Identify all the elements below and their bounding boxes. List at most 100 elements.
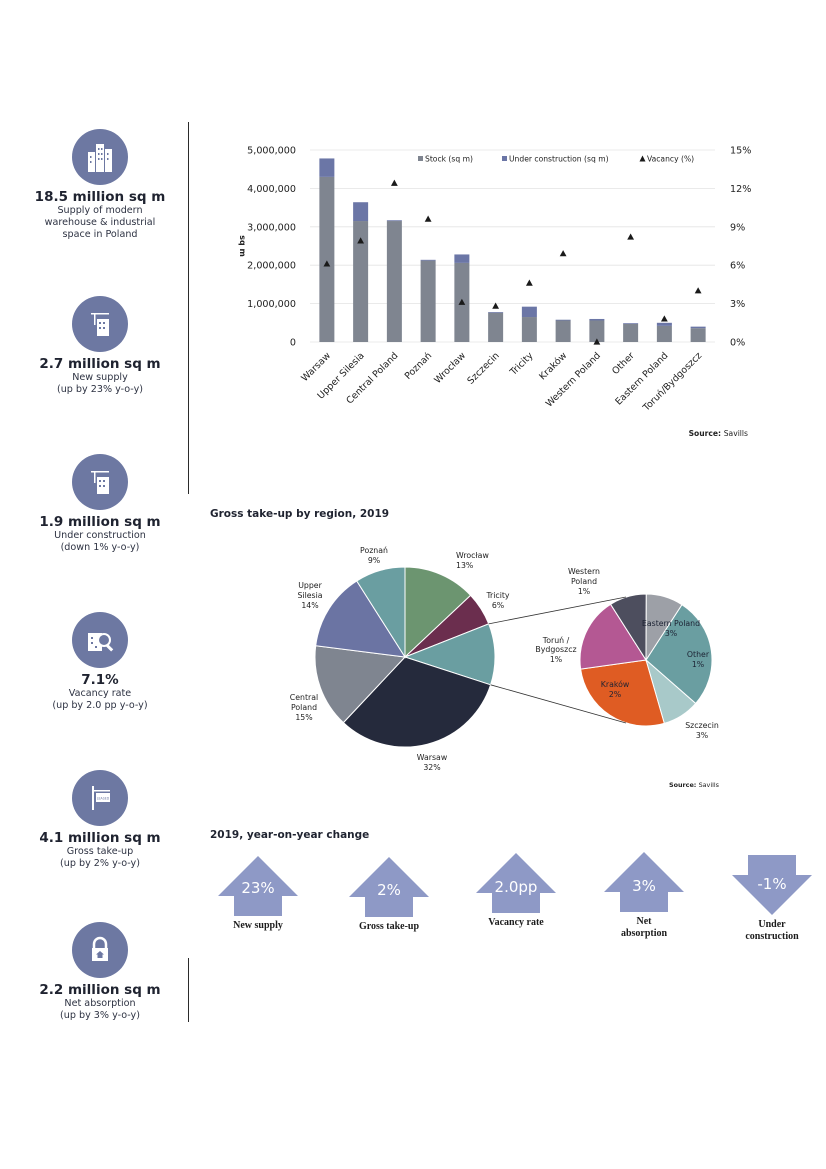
bar-under-construction bbox=[656, 322, 672, 326]
bar-under-construction bbox=[420, 259, 436, 261]
kpi-stock: 18.5 million sq m Supply of modern wareh… bbox=[0, 129, 200, 241]
kpi-under-construction: 1.9 million sq m Under construction (dow… bbox=[0, 454, 200, 554]
pie-label: Western bbox=[568, 567, 600, 576]
x-tick-label: Kraków bbox=[537, 350, 569, 382]
pie-label: 1% bbox=[578, 587, 590, 596]
pie-label: 1% bbox=[692, 660, 704, 669]
divider-line-bottom bbox=[188, 958, 190, 1022]
y-tick-label: 0 bbox=[290, 338, 296, 349]
up-arrow-icon bbox=[604, 852, 684, 912]
pie-label: 1% bbox=[550, 655, 562, 664]
padlock-icon bbox=[72, 922, 128, 978]
kpi-description: New supply (up by 23% y-o-y) bbox=[56, 372, 144, 395]
bar-stock bbox=[319, 176, 335, 342]
source-value: Savills bbox=[724, 429, 748, 436]
yoy-label: Vacancy rate bbox=[488, 917, 544, 928]
vacancy-marker bbox=[559, 250, 567, 257]
yoy-label: Gross take-up bbox=[358, 921, 420, 932]
pie-label: 13% bbox=[456, 561, 473, 570]
vacancy-marker bbox=[424, 215, 432, 222]
yoy-value: 2.0pp bbox=[494, 878, 538, 896]
vacancy-marker bbox=[525, 279, 533, 286]
pie-label: 9% bbox=[368, 556, 380, 565]
crane-building-icon bbox=[72, 296, 128, 352]
pie-source-note: Source: Savills bbox=[669, 781, 720, 789]
pie-label: 32% bbox=[423, 763, 440, 772]
vacancy-marker bbox=[458, 298, 466, 305]
breakout-slice bbox=[579, 603, 647, 670]
bar-stock bbox=[420, 260, 436, 342]
kpi-value: 2.7 million sq m bbox=[39, 356, 161, 372]
breakout-slice bbox=[645, 593, 683, 662]
y-tick-label: 5,000,000 bbox=[247, 146, 296, 157]
bar-stock bbox=[623, 323, 639, 342]
y-tick-label: 1,000,000 bbox=[247, 299, 296, 310]
pie-label: Poznań bbox=[360, 546, 388, 555]
leased-sign-text: LEASED bbox=[97, 797, 110, 801]
bar-under-construction bbox=[386, 220, 402, 222]
source-label: Source: bbox=[669, 781, 699, 789]
pie-slice bbox=[342, 656, 492, 748]
legend-swatch bbox=[639, 155, 646, 162]
x-tick-label: Wrocław bbox=[432, 350, 468, 386]
yoy-value: -1% bbox=[757, 875, 787, 893]
y2-tick-label: 12% bbox=[730, 184, 751, 195]
breakout-slice bbox=[580, 659, 665, 727]
pie-slice bbox=[314, 645, 407, 724]
up-arrow-icon bbox=[476, 853, 556, 913]
bar-stock bbox=[656, 325, 672, 342]
yoy-arrow-vacancy-rate: 2.0pp Vacancy rate bbox=[476, 853, 556, 929]
vacancy-marker bbox=[694, 287, 702, 294]
yoy-arrow-under-construction: -1% Under construction bbox=[732, 855, 812, 943]
pie-label: 3% bbox=[696, 731, 708, 740]
up-arrow-icon bbox=[349, 857, 429, 917]
kpi-value: 1.9 million sq m bbox=[39, 514, 161, 530]
pie-slice bbox=[404, 566, 472, 659]
pie-label: Szczecin bbox=[685, 721, 719, 730]
source-note: Source: Savills bbox=[689, 429, 748, 436]
magnifier-building-icon bbox=[72, 612, 128, 668]
yoy-value: 2% bbox=[377, 881, 401, 899]
take-up-pie-chart: Wrocław13%Tricity6%Warsaw32%CentralPolan… bbox=[290, 546, 720, 789]
kpi-gross-take-up: LEASED 4.1 million sq m Gross take-up (u… bbox=[0, 770, 200, 870]
bar-under-construction bbox=[521, 306, 537, 318]
kpi-vacancy: 7.1% Vacancy rate (up by 2.0 pp y-o-y) bbox=[0, 612, 200, 712]
y2-tick-label: 6% bbox=[730, 261, 745, 272]
kpi-value: 18.5 million sq m bbox=[34, 189, 166, 205]
kpi-value: 2.2 million sq m bbox=[39, 982, 161, 998]
vacancy-marker bbox=[492, 302, 500, 309]
legend-label: Under construction (sq m) bbox=[509, 155, 609, 164]
source-value: Savills bbox=[699, 781, 720, 789]
bar-stock bbox=[386, 221, 402, 342]
yoy-label: New supply bbox=[233, 920, 283, 931]
legend-swatch bbox=[418, 156, 423, 161]
pie-slice bbox=[356, 566, 406, 659]
vacancy-marker bbox=[593, 338, 601, 345]
source-label: Source: bbox=[689, 429, 724, 436]
kpi-new-supply: 2.7 million sq m New supply (up by 23% y… bbox=[0, 296, 200, 396]
kpi-description: Gross take-up (up by 2% y-o-y) bbox=[60, 846, 140, 869]
bar-under-construction bbox=[555, 319, 571, 321]
y2-tick-label: 15% bbox=[730, 146, 751, 157]
y-tick-label: 2,000,000 bbox=[247, 261, 296, 272]
yoy-title: 2019, year-on-year change bbox=[210, 829, 370, 841]
yoy-label: Net absorption bbox=[620, 916, 668, 939]
divider-line-top bbox=[188, 122, 190, 494]
x-tick-label: Tricity bbox=[507, 350, 535, 378]
yoy-arrow-new-supply: 23% New supply bbox=[218, 856, 298, 932]
y-tick-label: 3,000,000 bbox=[247, 222, 296, 233]
pie-label: 2% bbox=[609, 690, 621, 699]
y-axis-label: sq m bbox=[238, 235, 247, 257]
construction-icon bbox=[72, 454, 128, 510]
pie-label: Wrocław bbox=[456, 551, 489, 560]
bar-stock bbox=[488, 312, 504, 342]
vacancy-marker bbox=[390, 179, 398, 186]
legend-swatch bbox=[502, 156, 507, 161]
leased-sign-icon: LEASED bbox=[72, 770, 128, 826]
bar-under-construction bbox=[319, 158, 335, 177]
kpi-description: Supply of modern warehouse & industrial … bbox=[44, 205, 156, 240]
bar-stock bbox=[353, 221, 369, 342]
bar-stock bbox=[589, 320, 605, 342]
vacancy-marker bbox=[627, 233, 635, 240]
pie-label: Upper bbox=[298, 581, 322, 590]
